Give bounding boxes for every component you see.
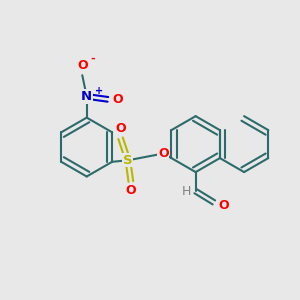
Text: +: + bbox=[95, 85, 103, 95]
Text: O: O bbox=[115, 122, 126, 135]
Text: O: O bbox=[112, 93, 123, 106]
Text: S: S bbox=[123, 154, 133, 167]
Text: -: - bbox=[91, 54, 95, 64]
Text: O: O bbox=[125, 184, 136, 197]
Text: O: O bbox=[158, 147, 169, 160]
Text: O: O bbox=[77, 59, 88, 72]
Text: N: N bbox=[81, 90, 92, 103]
Text: O: O bbox=[218, 200, 229, 212]
Text: H: H bbox=[182, 185, 191, 198]
